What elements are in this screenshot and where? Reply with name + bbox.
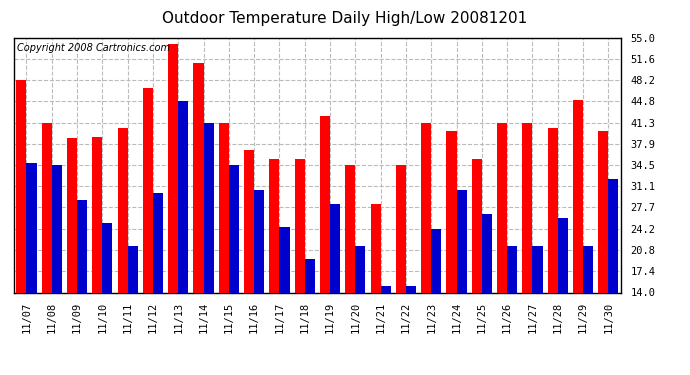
Bar bbox=[168, 44, 178, 292]
Bar bbox=[583, 246, 593, 292]
Bar bbox=[598, 131, 609, 292]
Bar bbox=[381, 286, 391, 292]
Bar bbox=[153, 193, 163, 292]
Bar bbox=[355, 246, 366, 292]
Bar bbox=[533, 246, 542, 292]
Bar bbox=[406, 286, 416, 292]
Bar bbox=[431, 229, 442, 292]
Bar bbox=[507, 246, 518, 292]
Bar bbox=[482, 214, 492, 292]
Bar bbox=[497, 123, 507, 292]
Bar bbox=[446, 131, 457, 292]
Bar bbox=[330, 204, 340, 292]
Bar bbox=[305, 259, 315, 292]
Bar bbox=[522, 123, 533, 292]
Text: Outdoor Temperature Daily High/Low 20081201: Outdoor Temperature Daily High/Low 20081… bbox=[162, 11, 528, 26]
Bar bbox=[295, 159, 305, 292]
Bar bbox=[548, 128, 558, 292]
Bar bbox=[396, 165, 406, 292]
Bar bbox=[117, 128, 128, 292]
Bar bbox=[609, 179, 618, 292]
Bar bbox=[102, 223, 112, 292]
Bar bbox=[67, 138, 77, 292]
Bar bbox=[52, 165, 62, 292]
Bar bbox=[219, 123, 229, 292]
Bar bbox=[320, 117, 330, 292]
Bar bbox=[17, 80, 26, 292]
Bar bbox=[128, 246, 138, 292]
Bar bbox=[279, 227, 290, 292]
Bar bbox=[269, 159, 279, 292]
Bar bbox=[77, 201, 87, 292]
Bar bbox=[26, 162, 37, 292]
Bar bbox=[204, 123, 214, 292]
Text: Copyright 2008 Cartronics.com: Copyright 2008 Cartronics.com bbox=[17, 43, 170, 52]
Bar bbox=[244, 150, 254, 292]
Bar bbox=[371, 204, 381, 292]
Bar bbox=[558, 218, 568, 292]
Bar bbox=[178, 101, 188, 292]
Bar bbox=[193, 63, 204, 292]
Bar bbox=[573, 100, 583, 292]
Bar bbox=[143, 88, 153, 292]
Bar bbox=[457, 190, 466, 292]
Bar bbox=[41, 123, 52, 292]
Bar bbox=[421, 123, 431, 292]
Bar bbox=[345, 165, 355, 292]
Bar bbox=[472, 159, 482, 292]
Bar bbox=[229, 165, 239, 292]
Bar bbox=[254, 190, 264, 292]
Bar bbox=[92, 137, 102, 292]
